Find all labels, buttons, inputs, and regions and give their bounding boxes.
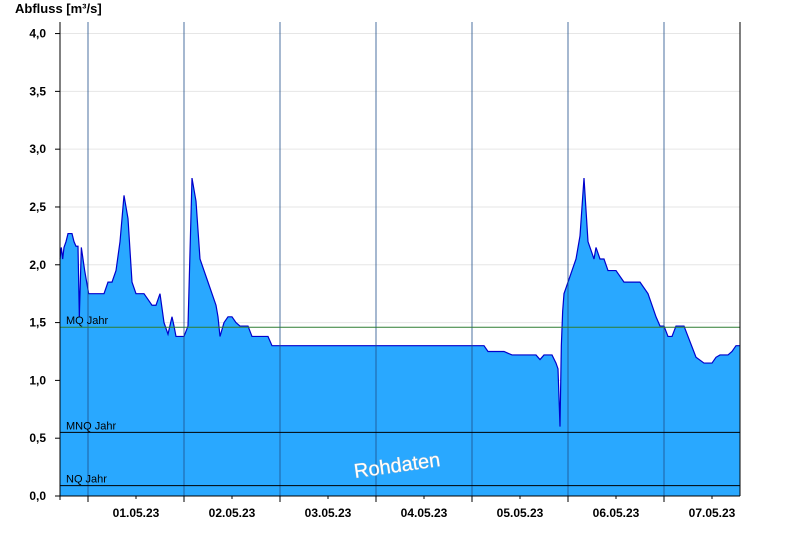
discharge-area bbox=[60, 178, 740, 496]
y-tick-label-8: 4,0 bbox=[29, 27, 46, 41]
ref-label-2: NQ Jahr bbox=[66, 474, 107, 486]
x-tick-label-1: 02.05.23 bbox=[209, 506, 256, 520]
discharge-line bbox=[59, 177, 740, 427]
axes: 0,0 0,5 1,0 1,5 2,0 2,5 3,0 3,5 4,0 01.05.23 02.05… bbox=[29, 22, 741, 520]
y-tick-label-3: 1,5 bbox=[29, 316, 46, 330]
y-tick-label-7: 3,5 bbox=[29, 84, 46, 98]
y-tick-label-1: 0,5 bbox=[29, 431, 46, 445]
x-tick-label-3: 04.05.23 bbox=[401, 506, 448, 520]
y-tick-label-0: 0,0 bbox=[29, 489, 46, 503]
reference-lines: MQ Jahr MNQ Jahr NQ Jahr bbox=[60, 315, 740, 487]
y-tick-label-4: 2,0 bbox=[29, 258, 46, 272]
x-tick-label-0: 01.05.23 bbox=[113, 506, 160, 520]
day-boundary-lines bbox=[87, 22, 665, 496]
y-tick-label-6: 3,0 bbox=[29, 142, 46, 156]
x-tick-label-4: 05.05.23 bbox=[497, 506, 544, 520]
ref-label-1: MNQ Jahr bbox=[66, 420, 116, 432]
x-tick-label-5: 06.05.23 bbox=[593, 506, 640, 520]
y-axis-label: Abfluss [m³/s] bbox=[15, 1, 102, 16]
ref-label-0: MQ Jahr bbox=[66, 315, 109, 327]
x-tick-label-6: 07.05.23 bbox=[689, 506, 736, 520]
y-tick-label-5: 2,5 bbox=[29, 200, 46, 214]
y-tick-label-2: 1,0 bbox=[29, 373, 46, 387]
x-tick-label-2: 03.05.23 bbox=[305, 506, 352, 520]
